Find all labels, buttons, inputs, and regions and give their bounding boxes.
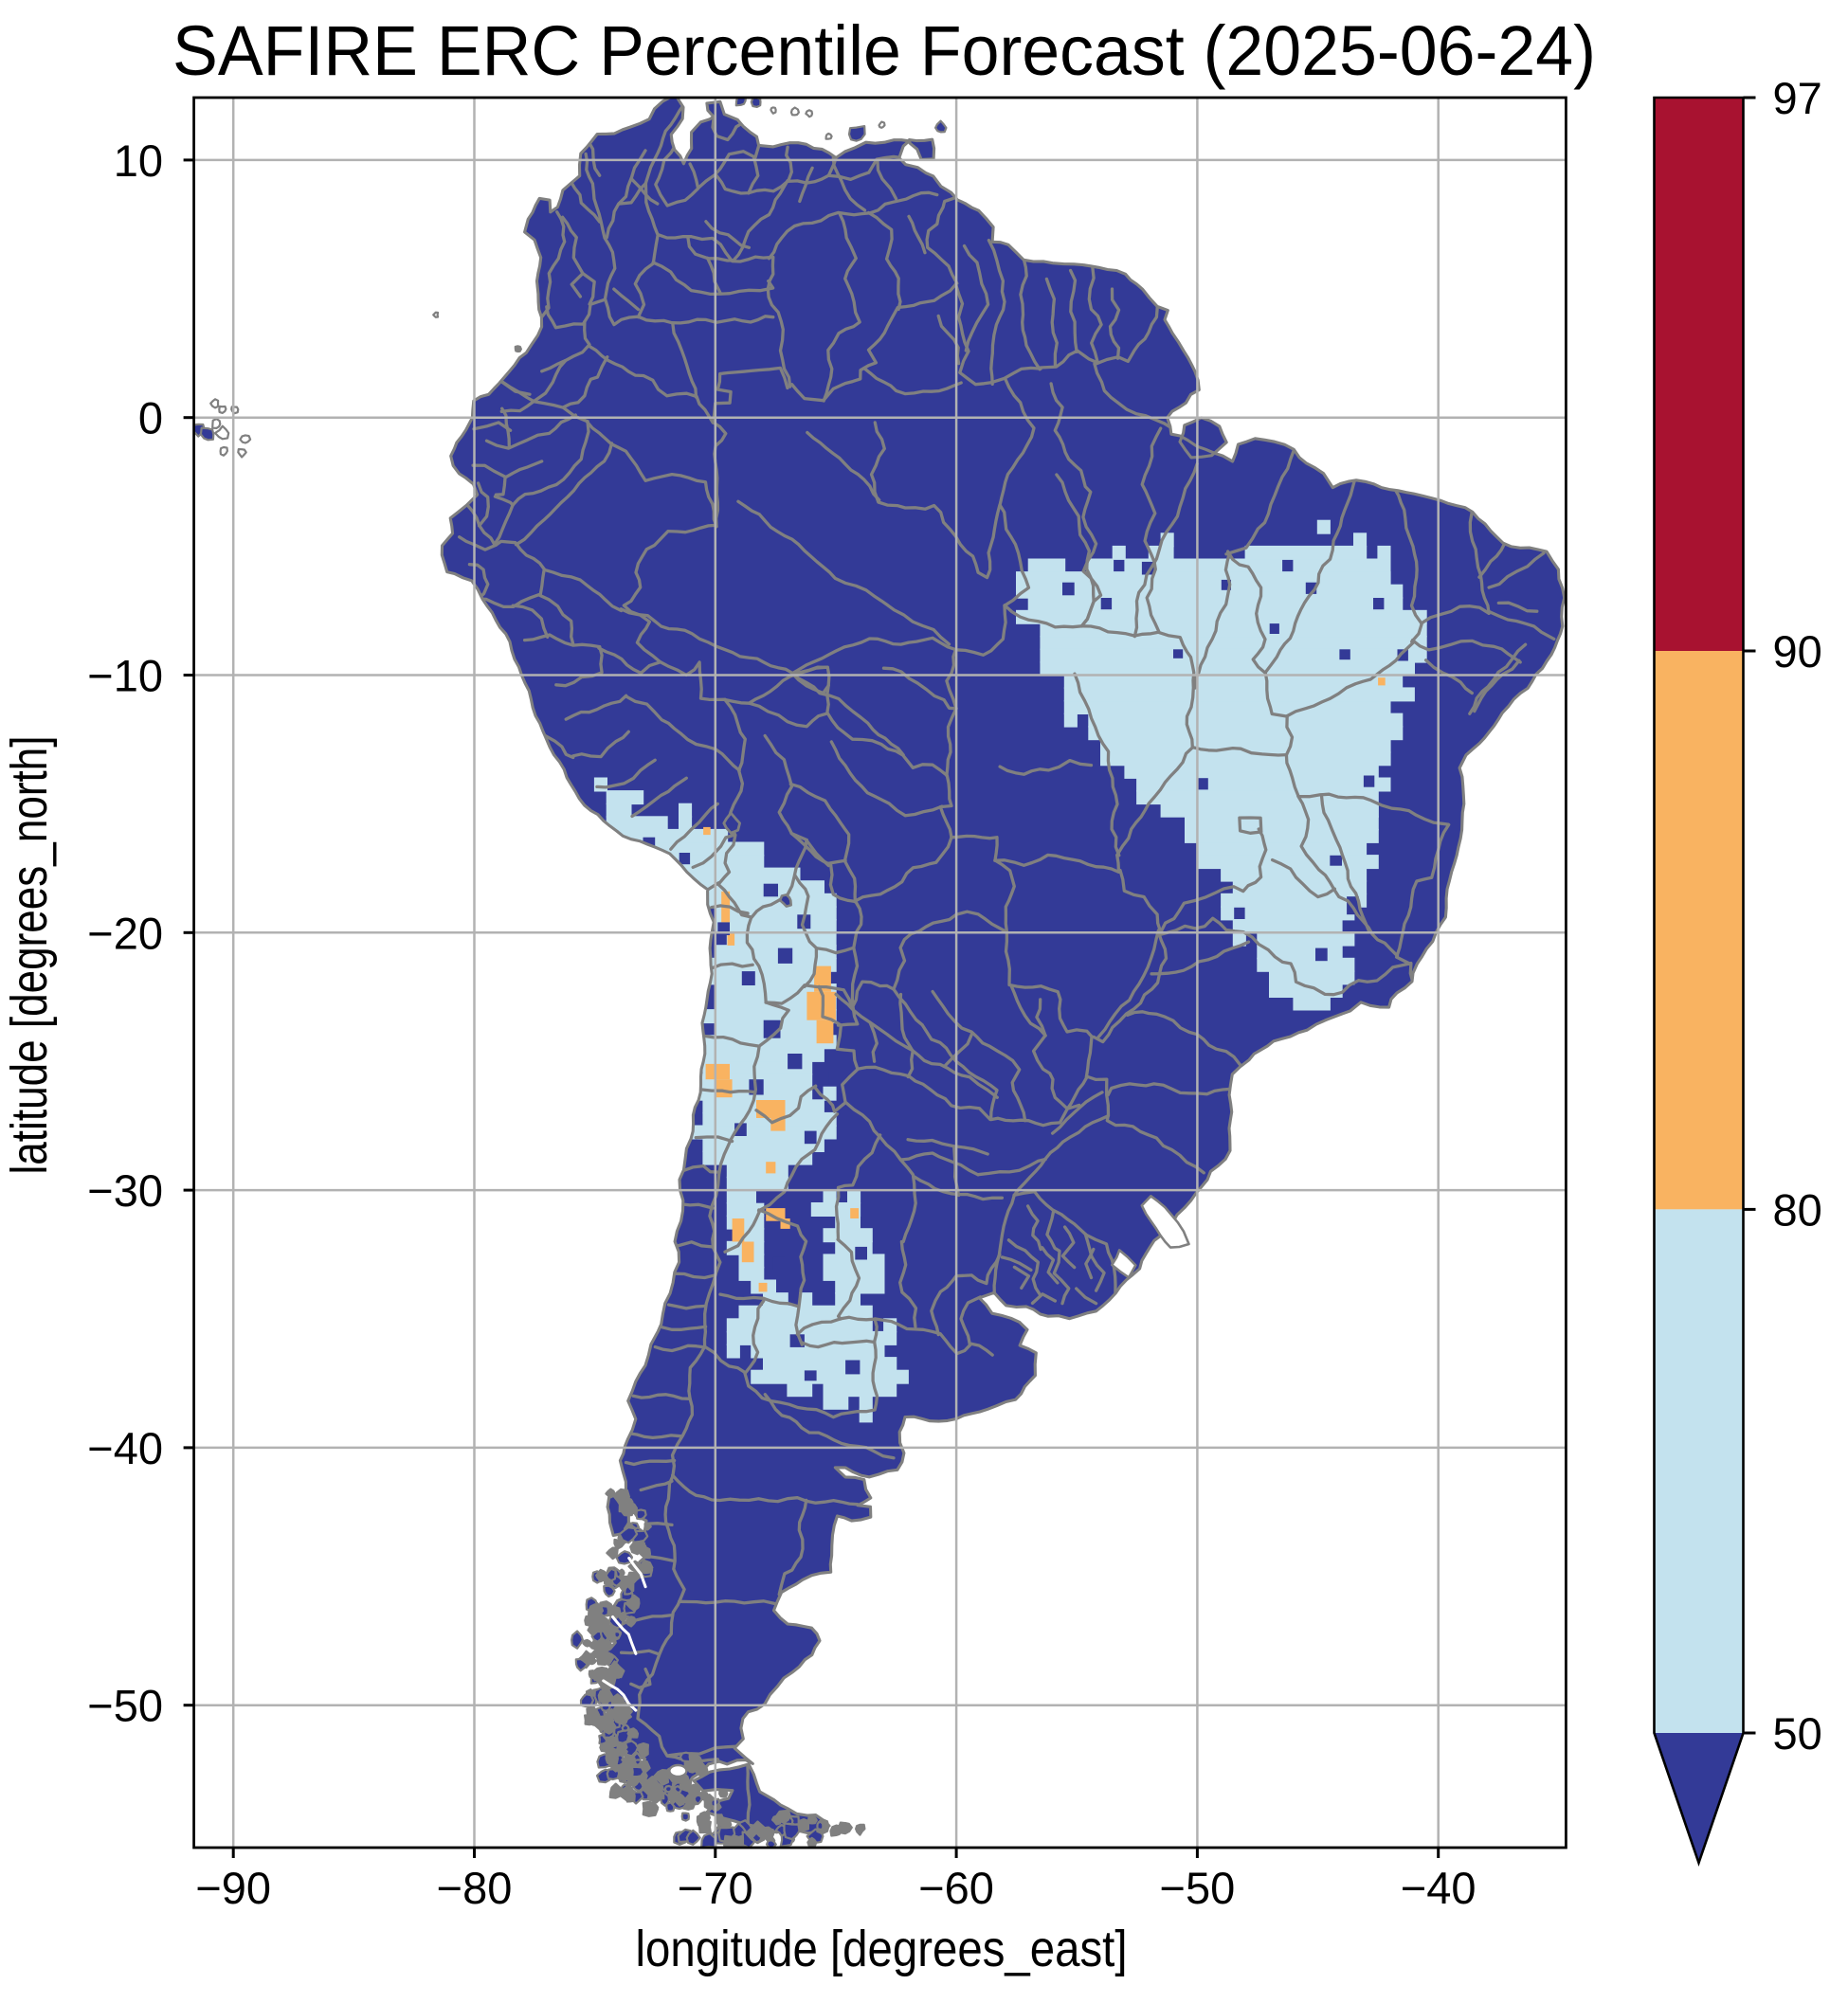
- svg-text:SAFIRE ERC Percentile Forecast: SAFIRE ERC Percentile Forecast (2025-06-…: [172, 11, 1596, 90]
- svg-text:10: 10: [114, 135, 163, 186]
- svg-text:50: 50: [1773, 1708, 1822, 1759]
- svg-text:−50: −50: [1160, 1863, 1236, 1913]
- svg-text:−10: −10: [87, 651, 163, 701]
- svg-text:longitude [degrees_east]: longitude [degrees_east]: [636, 1921, 1128, 1977]
- svg-text:80: 80: [1773, 1184, 1822, 1235]
- svg-text:latitude [degrees_north]: latitude [degrees_north]: [1, 736, 58, 1175]
- svg-text:90: 90: [1773, 626, 1822, 677]
- svg-text:−50: −50: [87, 1681, 163, 1731]
- svg-text:−70: −70: [678, 1863, 753, 1913]
- svg-text:−40: −40: [87, 1423, 163, 1473]
- svg-text:97: 97: [1773, 73, 1822, 123]
- svg-text:−40: −40: [1401, 1863, 1477, 1913]
- svg-text:0: 0: [138, 393, 163, 443]
- svg-text:−60: −60: [918, 1863, 994, 1913]
- svg-text:−80: −80: [437, 1863, 513, 1913]
- svg-text:−30: −30: [87, 1165, 163, 1216]
- svg-text:−90: −90: [195, 1863, 271, 1913]
- svg-text:−20: −20: [87, 908, 163, 958]
